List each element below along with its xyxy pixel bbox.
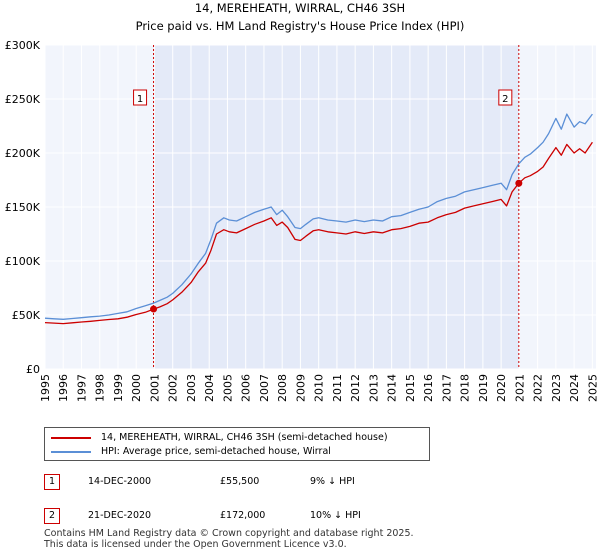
sale-date: 14-DEC-2000 bbox=[88, 476, 152, 487]
chart-subtitle: Price paid vs. HM Land Registry's House … bbox=[136, 19, 465, 33]
x-tick-label: 1997 bbox=[75, 374, 88, 402]
x-tick-label: 2013 bbox=[367, 374, 380, 402]
sale-marker-box bbox=[133, 89, 148, 106]
y-tick-label: £150K bbox=[5, 201, 41, 214]
x-tick-label: 2024 bbox=[568, 374, 581, 402]
x-tick-label: 2022 bbox=[532, 374, 545, 402]
x-tick-label: 2014 bbox=[386, 374, 399, 402]
x-tick-label: 1999 bbox=[112, 374, 125, 402]
y-tick-label: £0 bbox=[26, 363, 40, 376]
x-tick-label: 2009 bbox=[294, 374, 307, 402]
y-tick-label: £250K bbox=[5, 93, 41, 106]
legend-label-property: 14, MEREHEATH, WIRRAL, CH46 3SH (semi-de… bbox=[101, 432, 388, 443]
sale-marker-number: 1 bbox=[44, 474, 60, 490]
x-tick-label: 2007 bbox=[258, 374, 271, 402]
x-tick-label: 2012 bbox=[349, 374, 362, 402]
x-tick-label: 1996 bbox=[57, 374, 70, 402]
x-tick-label: 2008 bbox=[276, 374, 289, 402]
x-tick-label: 2023 bbox=[550, 374, 563, 402]
footer-notice: Contains HM Land Registry data © Crown c… bbox=[44, 528, 414, 550]
x-tick-label: 2003 bbox=[185, 374, 198, 402]
x-tick-label: 2010 bbox=[313, 374, 326, 402]
hpi-line bbox=[44, 113, 593, 320]
x-tick-label: 2025 bbox=[586, 374, 599, 402]
x-tick-label: 2011 bbox=[331, 374, 344, 402]
sale-hpi-diff: 10% ↓ HPI bbox=[310, 510, 361, 521]
sale-marker-label: 2 bbox=[502, 94, 508, 105]
legend-swatch-hpi bbox=[51, 450, 91, 453]
price-chart: 14, MEREHEATH, WIRRAL, CH46 3SH Price pa… bbox=[5, 1, 600, 402]
sale-marker-number: 2 bbox=[44, 508, 60, 524]
x-tick-label: 2001 bbox=[148, 374, 161, 402]
sale-row: 2 21-DEC-2020 £172,000 10% ↓ HPI bbox=[44, 508, 544, 524]
x-tick-label: 2020 bbox=[495, 374, 508, 402]
legend-swatch-property bbox=[51, 436, 91, 439]
x-tick-label: 2004 bbox=[203, 374, 216, 402]
legend-item-property: 14, MEREHEATH, WIRRAL, CH46 3SH (semi-de… bbox=[51, 431, 388, 445]
sale-point bbox=[150, 305, 158, 313]
x-tick-label: 1995 bbox=[39, 374, 52, 402]
y-tick-label: £300K bbox=[5, 39, 41, 52]
x-tick-label: 2000 bbox=[130, 374, 143, 402]
x-tick-label: 2019 bbox=[477, 374, 490, 402]
footer-line-licence: This data is licensed under the Open Gov… bbox=[44, 539, 347, 550]
x-tick-label: 2005 bbox=[221, 374, 234, 402]
x-tick-label: 1998 bbox=[94, 374, 107, 402]
sale-price: £172,000 bbox=[220, 510, 266, 521]
sale-point bbox=[515, 179, 523, 187]
legend: 14, MEREHEATH, WIRRAL, CH46 3SH (semi-de… bbox=[44, 427, 430, 461]
sale-marker-box bbox=[498, 89, 513, 106]
legend-item-hpi: HPI: Average price, semi-detached house,… bbox=[51, 445, 331, 459]
y-tick-label: £50K bbox=[12, 309, 41, 322]
chart-title: 14, MEREHEATH, WIRRAL, CH46 3SH bbox=[195, 1, 405, 15]
x-tick-label: 2002 bbox=[167, 374, 180, 402]
x-tick-label: 2021 bbox=[513, 374, 526, 402]
y-tick-label: £100K bbox=[5, 255, 41, 268]
sale-hpi-diff: 9% ↓ HPI bbox=[310, 476, 355, 487]
sale-marker-label: 1 bbox=[137, 94, 143, 105]
y-tick-label: £200K bbox=[5, 147, 41, 160]
x-tick-label: 2006 bbox=[240, 374, 253, 402]
sale-price: £55,500 bbox=[220, 476, 260, 487]
footer-line-copyright: Contains HM Land Registry data © Crown c… bbox=[44, 528, 414, 539]
x-tick-label: 2015 bbox=[404, 374, 417, 402]
sale-row: 1 14-DEC-2000 £55,500 9% ↓ HPI bbox=[44, 474, 544, 490]
legend-label-hpi: HPI: Average price, semi-detached house,… bbox=[101, 446, 331, 457]
sale-date: 21-DEC-2020 bbox=[88, 510, 152, 521]
x-tick-label: 2016 bbox=[422, 374, 435, 402]
x-tick-label: 2017 bbox=[440, 374, 453, 402]
x-tick-label: 2018 bbox=[459, 374, 472, 402]
